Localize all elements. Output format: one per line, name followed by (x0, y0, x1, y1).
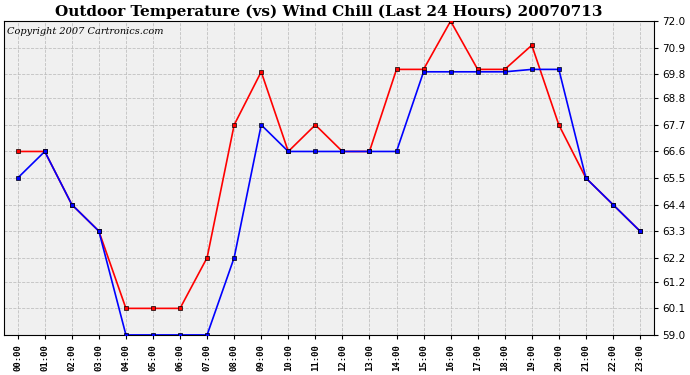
Text: Copyright 2007 Cartronics.com: Copyright 2007 Cartronics.com (8, 27, 164, 36)
Title: Outdoor Temperature (vs) Wind Chill (Last 24 Hours) 20070713: Outdoor Temperature (vs) Wind Chill (Las… (55, 4, 602, 18)
